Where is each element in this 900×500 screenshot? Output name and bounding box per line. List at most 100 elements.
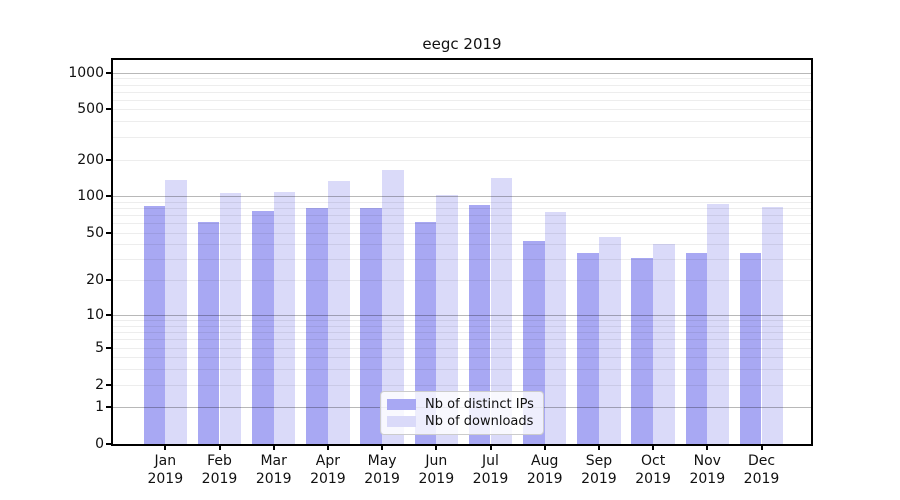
legend-swatch-downloads [387,416,416,427]
y-axis-tick-label: 5 [95,340,104,356]
y-axis-tick-mark [106,406,112,408]
minor-gridline [113,78,811,80]
bar-downloads-nov [707,204,729,444]
bar-distinct-ips-jul [468,204,491,444]
legend-swatch-distinct-ips [387,399,416,410]
x-axis-tick-label-line: 2019 [418,471,455,487]
x-axis-tick-label: Oct 2019 [621,452,685,488]
x-axis-tick-label: Mar 2019 [242,452,306,488]
legend-label-downloads: Nb of downloads [425,414,534,429]
y-axis-tick-mark [106,108,112,110]
x-axis-tick-label-line: Apr [315,453,340,469]
x-axis-tick-label: Apr 2019 [296,452,360,488]
x-axis-tick-label: Dec 2019 [730,452,794,488]
y-axis-tick-mark [106,384,112,386]
y-axis-tick-label: 2 [95,377,104,393]
x-axis-tick-mark [272,445,275,450]
x-axis-tick-label-line: Jan [154,453,177,469]
bar-distinct-ips-jan [143,205,166,444]
chart-title: eegc 2019 [422,35,502,53]
x-axis-tick-label-line: Aug [531,453,559,469]
y-axis-tick-mark [106,232,112,234]
legend-label-distinct-ips: Nb of distinct IPs [425,397,534,412]
y-axis-tick-label: 50 [86,225,104,241]
y-axis-tick-mark [106,443,112,445]
x-axis-tick-label-line: 2019 [472,471,509,487]
plot-area: Nb of distinct IPs Nb of downloads [111,58,813,446]
y-axis-tick-label: 500 [77,101,104,117]
legend-item-downloads: Nb of downloads [387,413,543,430]
bar-downloads-mar [273,192,296,444]
x-axis-tick-label-line: 2019 [635,471,671,487]
major-gridline [113,73,811,74]
x-axis-tick-label-line: Jun [425,453,448,469]
bar-distinct-ips-apr [306,207,328,444]
bar-downloads-apr [327,180,350,444]
y-axis-tick-mark [106,279,112,281]
x-axis-tick-label-line: 2019 [581,471,617,487]
major-gridline [113,196,811,197]
bar-downloads-dec [761,206,784,444]
y-axis-tick-mark [106,314,112,316]
x-axis-tick-label-line: 2019 [526,471,563,487]
x-axis-tick-mark [597,445,600,450]
x-axis-tick-label-line: 2019 [310,471,346,487]
minor-gridline [113,84,811,86]
x-axis-tick-label-line: Mar [260,453,287,469]
bar-distinct-ips-nov [685,252,708,444]
x-axis-tick-label: Sep 2019 [567,452,631,488]
x-axis-tick-label-line: Dec [747,453,776,469]
x-axis-tick-label: Aug 2019 [513,452,577,488]
minor-gridline [113,109,811,110]
x-axis-tick-label: Jul 2019 [459,452,523,488]
y-axis-tick-mark [106,195,112,197]
minor-gridline [113,137,811,139]
x-axis-tick-label-line: Nov [693,453,721,469]
bar-distinct-ips-feb [197,222,220,444]
bar-downloads-may [382,169,404,444]
minor-gridline [113,121,811,123]
x-axis-tick-label: Jan 2019 [133,452,197,488]
bar-downloads-jul [490,178,513,444]
bar-distinct-ips-dec [739,252,762,444]
x-axis-tick-label-line: 2019 [147,471,184,487]
x-axis-tick-mark [543,445,546,450]
x-axis-tick-label-line: 2019 [743,471,780,487]
bar-downloads-aug [544,212,567,444]
x-axis-tick-mark [435,445,438,450]
x-axis-tick-label-line: Feb [207,453,232,469]
x-axis-tick-label-line: Jul [482,453,499,469]
minor-gridline [113,99,811,101]
y-axis-tick-label: 100 [77,188,104,204]
y-axis-tick-label: 200 [77,152,104,168]
x-axis-tick-mark [381,445,384,450]
bar-distinct-ips-jun [414,221,437,444]
y-axis-tick-mark [106,347,112,349]
x-axis-tick-label: Jun 2019 [404,452,468,488]
x-axis-tick-mark [326,445,329,450]
y-axis-tick-label: 1000 [68,65,104,81]
x-axis-tick-label: Feb 2019 [188,452,252,488]
bar-downloads-jun [436,195,458,444]
x-axis-tick-label-line: 2019 [255,471,292,487]
x-axis-tick-label: Nov 2019 [675,452,739,488]
bar-distinct-ips-oct [631,257,654,444]
minor-gridline [113,91,811,93]
x-axis-tick-label-line: 2019 [364,471,400,487]
legend-item-distinct-ips: Nb of distinct IPs [387,396,543,413]
bar-distinct-ips-may [360,207,383,444]
minor-gridline [113,201,811,203]
bar-downloads-jan [165,180,187,444]
x-axis-tick-mark [760,445,763,450]
y-axis-tick-mark [106,72,112,74]
x-axis-tick-mark [706,445,709,450]
x-axis-tick-label-line: 2019 [201,471,238,487]
x-axis-tick-mark [652,445,655,450]
x-axis-tick-label-line: May [367,453,397,469]
bar-downloads-feb [219,192,242,444]
x-axis-tick-mark [164,445,167,450]
bar-distinct-ips-mar [252,210,274,444]
y-axis-tick-label: 1 [95,399,104,415]
x-axis-tick-label: May 2019 [350,452,414,488]
